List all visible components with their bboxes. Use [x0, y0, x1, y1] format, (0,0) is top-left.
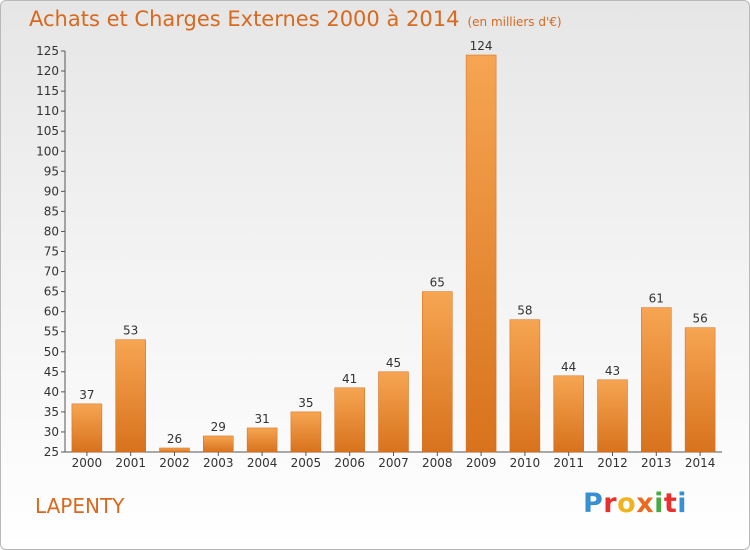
bar: [115, 339, 146, 453]
bar-value-label: 53: [123, 324, 138, 338]
y-tick-label: 120: [36, 64, 59, 78]
x-tick-label: 2001: [115, 456, 146, 470]
y-tick-label: 40: [44, 385, 59, 399]
logo-letter: i: [677, 488, 688, 519]
logo-letter: o: [617, 488, 637, 519]
y-tick-label: 45: [44, 365, 59, 379]
y-tick-label: 85: [44, 204, 59, 218]
y-tick-label: 30: [44, 425, 59, 439]
bar: [597, 379, 628, 453]
bar-value-label: 61: [649, 292, 664, 306]
y-tick-label: 50: [44, 345, 59, 359]
bar: [509, 319, 541, 453]
bar: [684, 327, 716, 453]
chart-unit: (en milliers d'€): [467, 15, 562, 29]
logo-letter: x: [636, 488, 655, 519]
bar-value-label: 26: [167, 432, 182, 446]
proxiti-logo: Proxiti: [583, 488, 687, 519]
x-tick-label: 2007: [378, 456, 409, 470]
y-tick-label: 55: [44, 325, 59, 339]
y-tick-label: 115: [36, 84, 59, 98]
bar: [465, 54, 497, 453]
bar: [203, 435, 234, 453]
y-tick-label: 95: [44, 164, 59, 178]
x-tick-label: 2008: [422, 456, 453, 470]
logo-letter: P: [583, 488, 604, 519]
chart-title-block: Achats et Charges Externes 2000 à 2014 (e…: [29, 7, 562, 31]
bar-value-label: 41: [342, 372, 357, 386]
logo-letter: t: [663, 488, 678, 519]
bar-value-label: 58: [517, 304, 532, 318]
bar: [246, 427, 278, 453]
x-tick-label: 2013: [641, 456, 672, 470]
bar-value-label: 43: [605, 364, 620, 378]
x-tick-label: 2006: [334, 456, 365, 470]
y-tick-label: 90: [44, 184, 59, 198]
y-tick-label: 100: [36, 144, 59, 158]
y-tick-label: 65: [44, 285, 59, 299]
bar: [159, 447, 190, 453]
bar-value-label: 29: [211, 420, 226, 434]
x-tick-label: 2014: [685, 456, 716, 470]
bar: [422, 291, 453, 453]
bar: [71, 403, 103, 453]
x-tick-label: 2010: [510, 456, 541, 470]
y-tick-label: 70: [44, 265, 59, 279]
bar: [378, 371, 409, 453]
x-tick-label: 2002: [159, 456, 190, 470]
y-tick-label: 80: [44, 224, 59, 238]
bar: [553, 375, 584, 453]
y-tick-label: 60: [44, 305, 59, 319]
x-tick-label: 2003: [203, 456, 234, 470]
bar: [290, 411, 322, 453]
town-name: LAPENTY: [35, 494, 125, 518]
y-tick-label: 25: [44, 445, 59, 459]
bar-value-label: 45: [386, 356, 401, 370]
x-tick-label: 2000: [72, 456, 103, 470]
bar-value-label: 37: [79, 388, 94, 402]
y-tick-label: 110: [36, 104, 59, 118]
bar-value-label: 65: [430, 276, 445, 290]
y-tick-label: 35: [44, 405, 59, 419]
bar-value-label: 124: [470, 39, 493, 53]
chart-title: Achats et Charges Externes 2000 à 2014: [29, 7, 460, 31]
x-tick-label: 2004: [247, 456, 278, 470]
logo-letter: r: [603, 488, 618, 519]
y-tick-label: 105: [36, 124, 59, 138]
y-tick-label: 75: [44, 245, 59, 259]
x-tick-label: 2011: [553, 456, 584, 470]
bar: [334, 387, 365, 453]
x-tick-label: 2005: [291, 456, 322, 470]
bar-value-label: 56: [692, 312, 707, 326]
logo-letter: i: [654, 488, 664, 519]
x-tick-label: 2012: [597, 456, 628, 470]
y-tick-label: 125: [36, 44, 59, 58]
x-tick-label: 2009: [466, 456, 497, 470]
bar: [641, 307, 672, 453]
bar-value-label: 35: [298, 396, 313, 410]
bar-value-label: 44: [561, 360, 576, 374]
bar-value-label: 31: [254, 412, 269, 426]
